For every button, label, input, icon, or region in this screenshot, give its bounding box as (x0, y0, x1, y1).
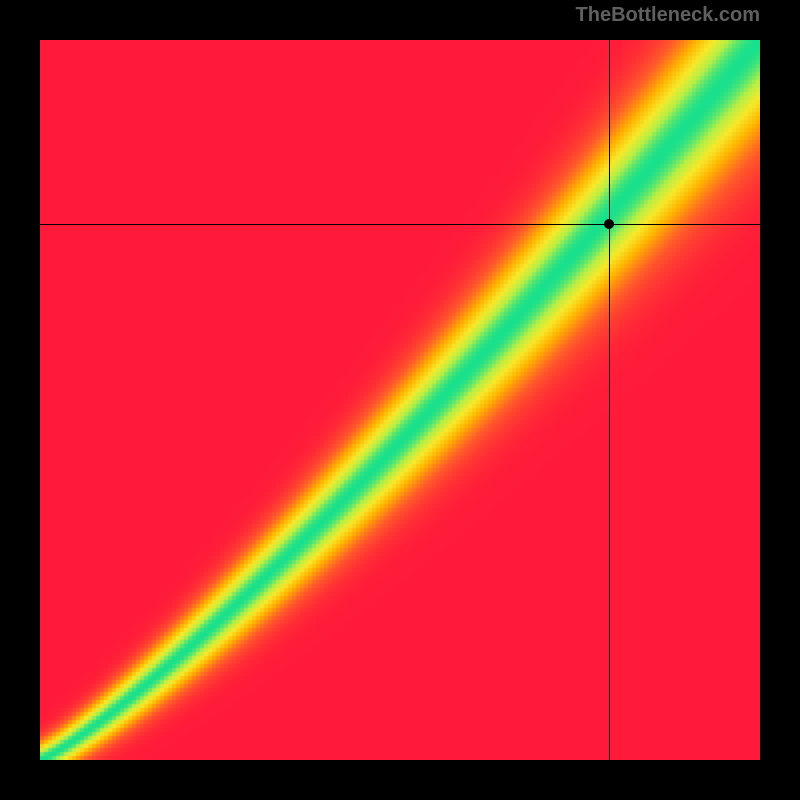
watermark-text: TheBottleneck.com (576, 4, 760, 27)
crosshair-marker (604, 219, 614, 229)
plot-area (40, 40, 760, 760)
chart-container: TheBottleneck.com (0, 0, 800, 800)
heatmap-canvas (40, 40, 760, 760)
crosshair-vertical (609, 40, 610, 760)
crosshair-horizontal (40, 224, 760, 225)
